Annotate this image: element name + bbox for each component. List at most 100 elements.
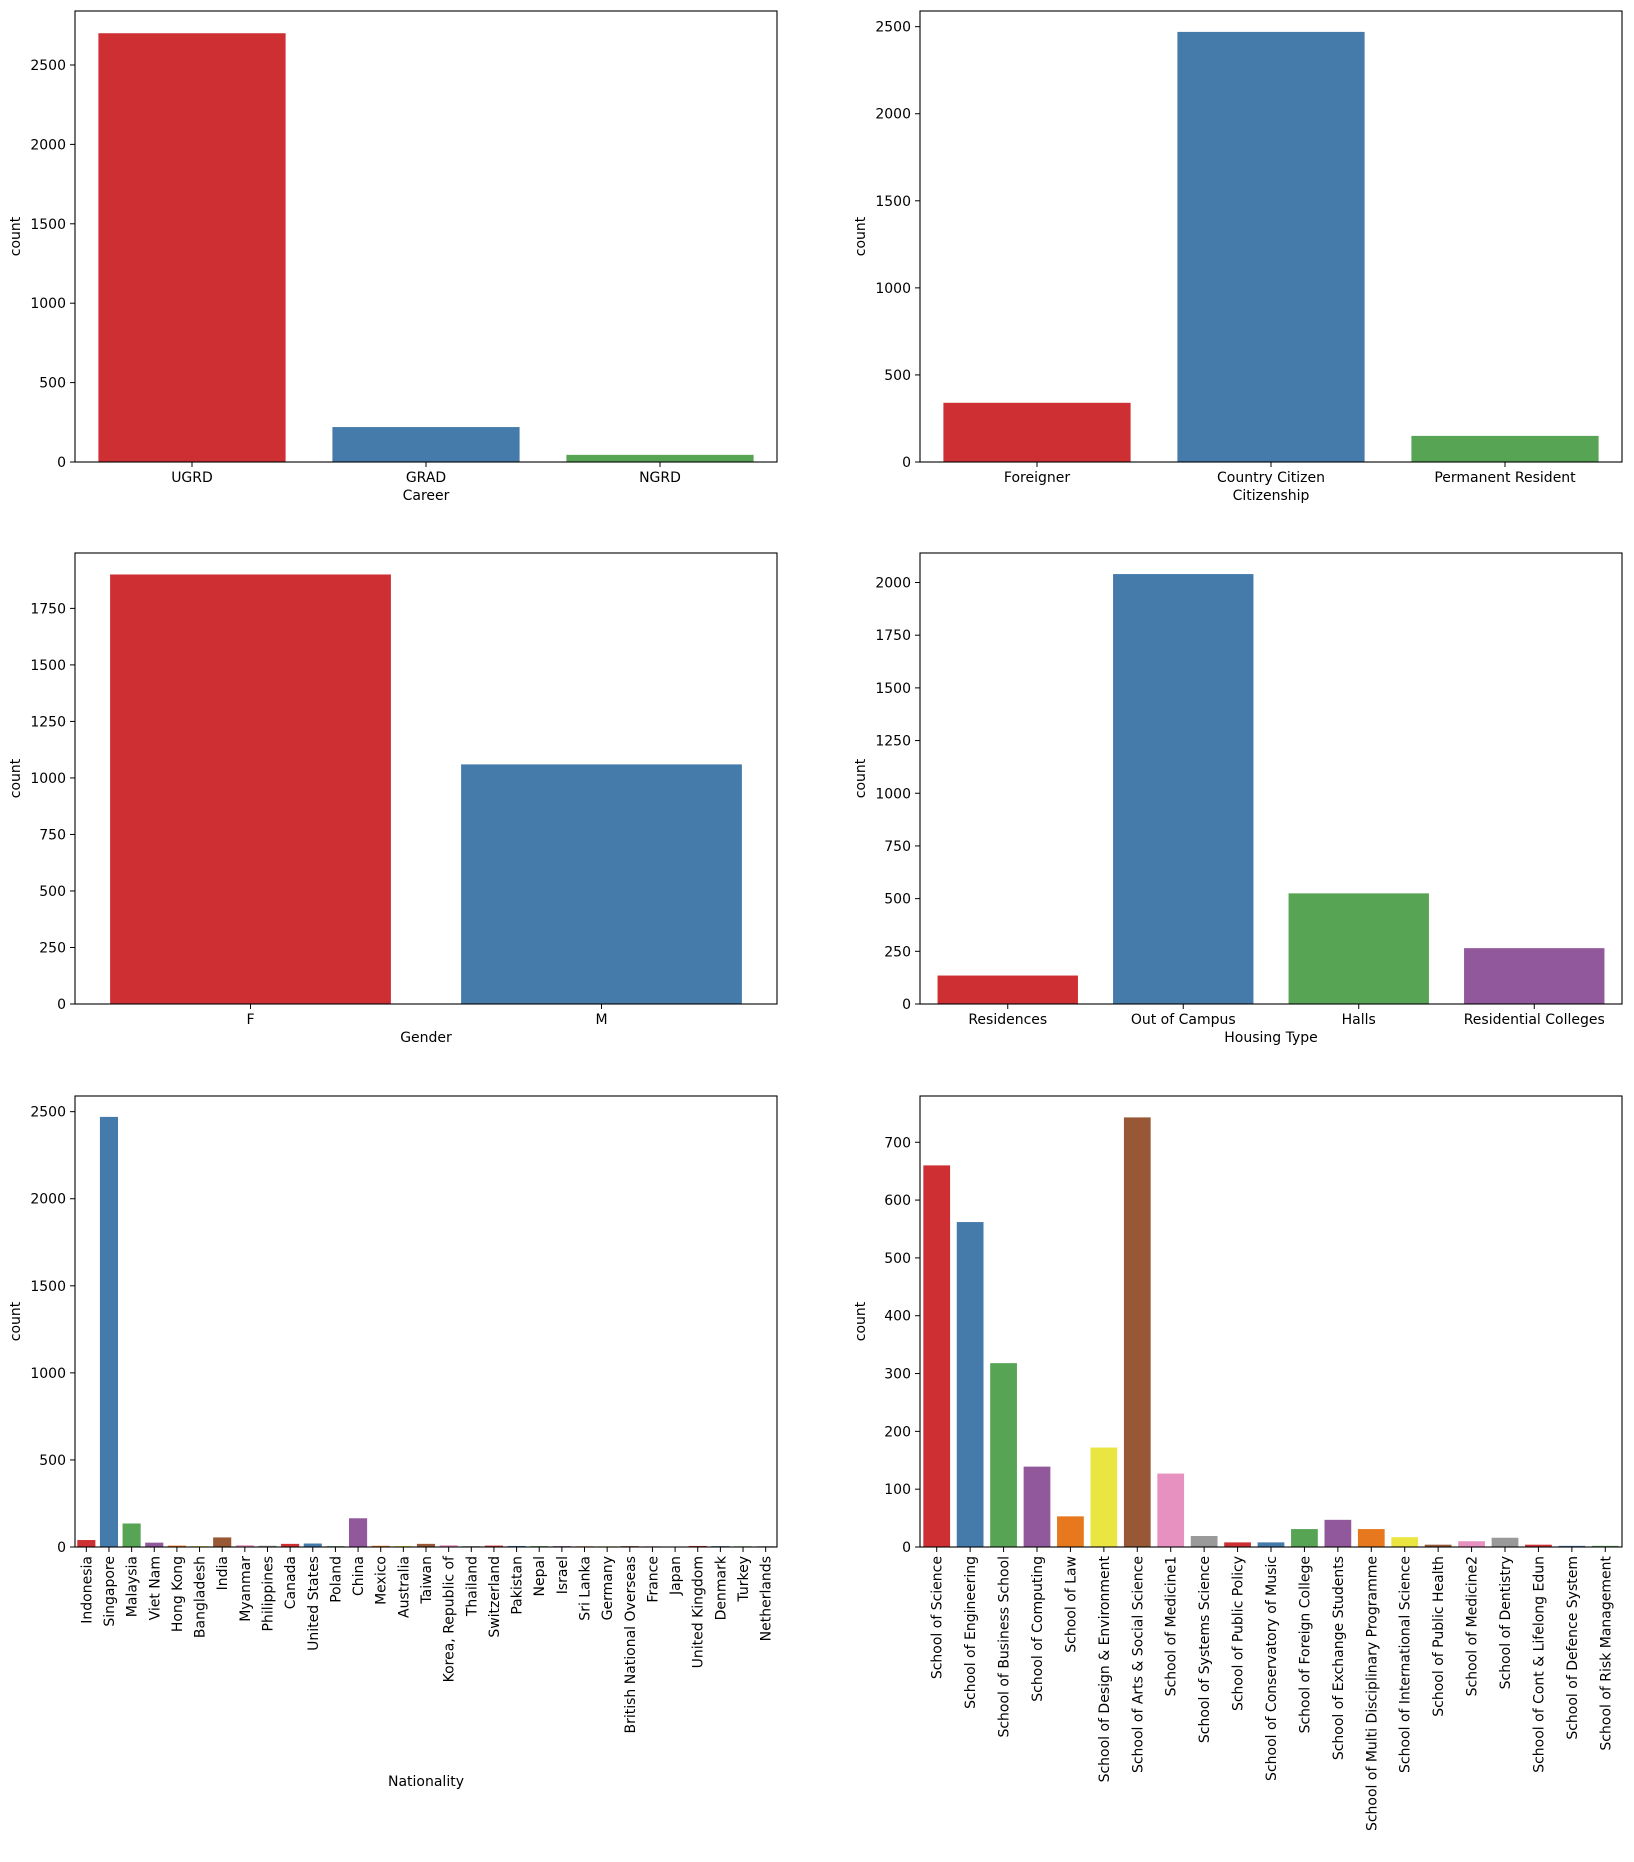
chart-1: 0 500 1000 1500 2000 2500 UGRD GRAD NGRD Career co… — [8, 10, 778, 504]
x-tick-label: School of Engineering — [963, 1556, 979, 1709]
x-tick-label: School of Public Health — [1431, 1556, 1447, 1717]
x-tick-label: School of Foreign College — [1297, 1556, 1313, 1733]
bar — [110, 574, 391, 1004]
y-tick-label: 0 — [902, 997, 911, 1013]
y-tick-label: 0 — [57, 455, 66, 471]
y-tick-label: 2500 — [875, 20, 911, 36]
y-tick-label: 500 — [884, 892, 911, 908]
x-tick-label: School of Design & Environment — [1097, 1555, 1113, 1782]
bar — [1057, 1516, 1084, 1547]
bar — [1288, 893, 1429, 1004]
y-tick-label: 0 — [902, 1540, 911, 1556]
bar — [1177, 31, 1365, 462]
bar — [1090, 1447, 1118, 1547]
x-tick-label: Sri Lanka — [578, 1556, 594, 1621]
x-tick-label: United Kingdom — [691, 1556, 707, 1668]
bar — [1591, 1545, 1619, 1547]
y-tick-label: 500 — [39, 1453, 66, 1469]
x-axis-label: Nationality — [388, 1774, 464, 1790]
bar — [1157, 1473, 1185, 1547]
x-tick-label: Nepal — [532, 1556, 548, 1596]
x-tick-label: School of Computing — [1030, 1556, 1046, 1702]
x-tick-label: Pakistan — [510, 1556, 526, 1615]
x-axis-label: Housing Type — [1224, 1030, 1318, 1046]
x-tick-label: School of Systems Science — [1197, 1556, 1213, 1743]
bar — [1491, 1537, 1519, 1547]
bar — [99, 1116, 119, 1547]
y-tick-label: 0 — [902, 455, 911, 471]
bar — [1023, 1466, 1051, 1547]
x-tick-label: Indonesia — [79, 1556, 95, 1624]
bar — [1424, 1544, 1452, 1547]
y-axis-label: count — [8, 758, 24, 798]
x-tick-label: NGRD — [639, 470, 681, 486]
x-tick-label: Foreigner — [1004, 470, 1070, 486]
y-tick-label: 0 — [57, 997, 66, 1013]
y-tick-label: 2500 — [30, 58, 66, 74]
y-tick-label: 1000 — [875, 786, 911, 802]
y-tick-label: 500 — [884, 1251, 911, 1267]
x-tick-label: School of Science — [930, 1556, 946, 1679]
x-tick-label: Mexico — [374, 1556, 390, 1605]
x-tick-label: Myanmar — [238, 1556, 254, 1622]
y-tick-label: 2000 — [875, 107, 911, 123]
bar — [1391, 1537, 1419, 1547]
axes-frame — [74, 552, 778, 1005]
y-tick-label: 2500 — [30, 1105, 66, 1121]
x-tick-label: School of Exchange Students — [1331, 1556, 1347, 1760]
bar — [1113, 574, 1254, 1004]
y-tick-label: 250 — [39, 940, 66, 956]
bar — [145, 1542, 164, 1547]
y-tick-label: 1500 — [875, 681, 911, 697]
y-tick-label: 700 — [884, 1135, 911, 1151]
bar — [461, 764, 742, 1004]
bar — [937, 975, 1078, 1004]
bar — [1525, 1544, 1552, 1547]
x-tick-label: UGRD — [171, 470, 213, 486]
y-tick-label: 400 — [884, 1309, 911, 1325]
y-tick-label: 0 — [57, 1540, 66, 1556]
x-tick-label: Philippines — [260, 1556, 276, 1631]
y-axis-label: count — [853, 758, 869, 798]
x-tick-label: United States — [306, 1556, 322, 1651]
y-tick-label: 500 — [39, 376, 66, 392]
x-tick-label: F — [246, 1012, 254, 1028]
y-tick-label: 500 — [884, 368, 911, 384]
y-axis-label: count — [853, 1301, 869, 1341]
y-tick-label: 1000 — [30, 771, 66, 787]
y-tick-label: 1000 — [30, 1366, 66, 1382]
bar — [1558, 1545, 1586, 1547]
bar — [1464, 948, 1605, 1004]
bar — [416, 1543, 436, 1547]
x-tick-label: School of Conservatory of Music — [1264, 1556, 1280, 1781]
bar — [990, 1363, 1017, 1547]
x-tick-label: Japan — [668, 1556, 684, 1596]
x-tick-label: Switzerland — [487, 1556, 503, 1638]
y-tick-label: 2000 — [30, 137, 66, 153]
x-tick-label: School of Multi Disciplinary Programme — [1364, 1556, 1380, 1831]
y-tick-label: 300 — [884, 1367, 911, 1383]
x-tick-label: Singapore — [102, 1556, 118, 1627]
y-tick-label: 1250 — [875, 734, 911, 750]
x-tick-label: Thailand — [464, 1556, 480, 1617]
y-tick-label: 600 — [884, 1193, 911, 1209]
y-tick-label: 500 — [39, 884, 66, 900]
x-axis-label: Citizenship — [1233, 488, 1310, 504]
y-tick-label: 1500 — [30, 1279, 66, 1295]
bar — [566, 454, 754, 462]
x-tick-label: Canada — [283, 1556, 299, 1609]
chart-4: 0 250 500 750 1000 1250 1500 1750 2000 Residences… — [853, 552, 1623, 1046]
y-tick-label: 750 — [39, 827, 66, 843]
y-tick-label: 1500 — [875, 194, 911, 210]
x-tick-label: School of Cont & Lifelong Edun — [1531, 1556, 1547, 1773]
bar — [484, 1545, 503, 1547]
bar — [371, 1545, 390, 1547]
axes-frame — [74, 1095, 778, 1548]
x-tick-label: School of Risk Management — [1598, 1556, 1614, 1751]
x-tick-label: Residences — [968, 1012, 1047, 1028]
x-tick-label: School of Defence System — [1565, 1556, 1581, 1740]
x-tick-label: School of Medicine1 — [1164, 1556, 1180, 1696]
bar — [956, 1222, 984, 1547]
x-tick-label: Poland — [328, 1556, 344, 1603]
